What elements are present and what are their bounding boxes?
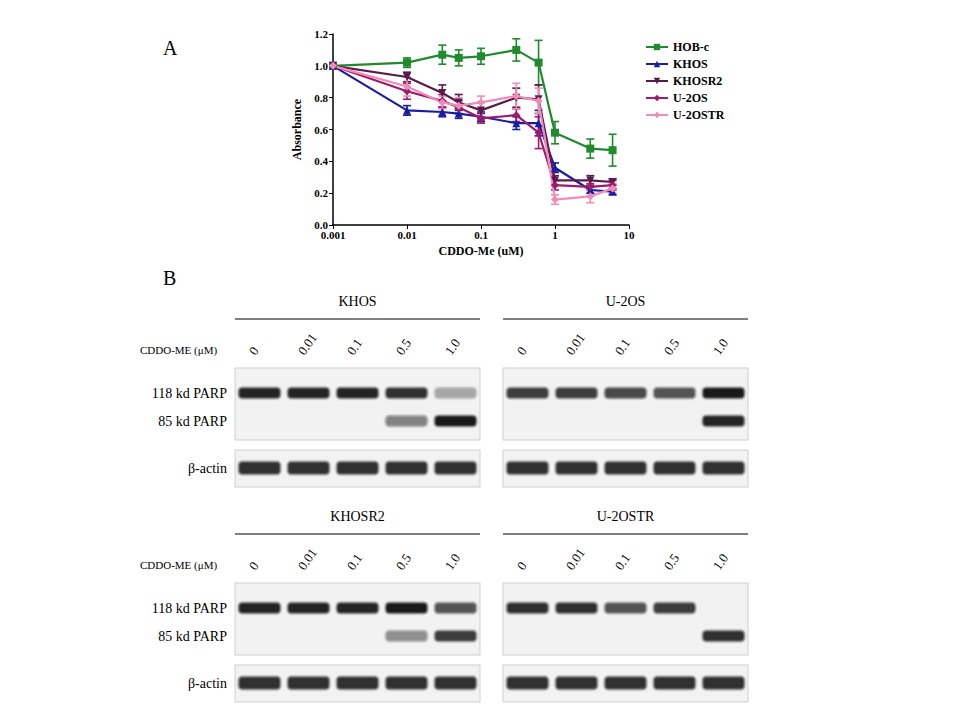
svg-text:KHOSR2: KHOSR2 <box>330 509 384 524</box>
svg-text:0.01: 0.01 <box>397 229 416 241</box>
svg-text:0.6: 0.6 <box>314 124 328 136</box>
svg-text:0: 0 <box>246 559 262 573</box>
svg-text:1.2: 1.2 <box>314 28 328 40</box>
svg-text:β-actin: β-actin <box>188 461 227 476</box>
svg-text:CDDO-ME (μM): CDDO-ME (μM) <box>140 559 217 572</box>
svg-text:KHOS: KHOS <box>673 57 708 71</box>
svg-text:0.01: 0.01 <box>563 545 588 572</box>
svg-text:1.0: 1.0 <box>442 551 464 573</box>
svg-text:0.01: 0.01 <box>563 330 588 357</box>
svg-text:0.5: 0.5 <box>393 336 415 358</box>
svg-text:0.5: 0.5 <box>393 551 415 573</box>
svg-text:HOB-c: HOB-c <box>673 40 710 54</box>
svg-text:85 kd PARP: 85 kd PARP <box>158 414 227 429</box>
svg-text:0.5: 0.5 <box>661 336 683 358</box>
svg-text:118 kd PARP: 118 kd PARP <box>152 601 227 616</box>
svg-text:0.8: 0.8 <box>314 92 328 104</box>
svg-text:0.1: 0.1 <box>344 336 366 358</box>
svg-text:U-2OSTR: U-2OSTR <box>673 108 725 122</box>
svg-text:CDDO-Me (uM): CDDO-Me (uM) <box>439 244 524 258</box>
svg-text:0.001: 0.001 <box>321 229 346 241</box>
svg-text:KHOSR2: KHOSR2 <box>673 74 722 88</box>
svg-text:U-2OS: U-2OS <box>606 294 646 309</box>
svg-text:0.01: 0.01 <box>295 330 320 357</box>
svg-text:0.5: 0.5 <box>661 551 683 573</box>
svg-text:1.0: 1.0 <box>710 551 732 573</box>
svg-text:0.2: 0.2 <box>314 187 328 199</box>
svg-text:β-actin: β-actin <box>188 676 227 691</box>
svg-text:118 kd PARP: 118 kd PARP <box>152 386 227 401</box>
svg-text:0: 0 <box>514 344 530 358</box>
svg-text:CDDO-ME (μM): CDDO-ME (μM) <box>140 344 217 357</box>
svg-text:0: 0 <box>246 344 262 358</box>
svg-text:0.1: 0.1 <box>612 336 634 358</box>
svg-text:0.1: 0.1 <box>344 551 366 573</box>
svg-text:Absorbance: Absorbance <box>290 98 304 160</box>
svg-text:0.4: 0.4 <box>314 155 328 167</box>
svg-text:0.1: 0.1 <box>474 229 488 241</box>
svg-text:1.0: 1.0 <box>442 336 464 358</box>
svg-text:1.0: 1.0 <box>710 336 732 358</box>
svg-text:85 kd PARP: 85 kd PARP <box>158 629 227 644</box>
svg-text:10: 10 <box>624 229 636 241</box>
svg-text:0.1: 0.1 <box>612 551 634 573</box>
svg-text:KHOS: KHOS <box>338 294 376 309</box>
svg-text:0: 0 <box>514 559 530 573</box>
svg-text:1.0: 1.0 <box>314 60 328 72</box>
svg-text:1: 1 <box>552 229 558 241</box>
svg-text:U-2OSTR: U-2OSTR <box>597 509 655 524</box>
svg-text:U-2OS: U-2OS <box>673 91 708 105</box>
svg-text:B: B <box>163 267 176 289</box>
svg-text:0.0: 0.0 <box>314 219 328 231</box>
svg-text:0.01: 0.01 <box>295 545 320 572</box>
svg-text:A: A <box>163 37 178 59</box>
